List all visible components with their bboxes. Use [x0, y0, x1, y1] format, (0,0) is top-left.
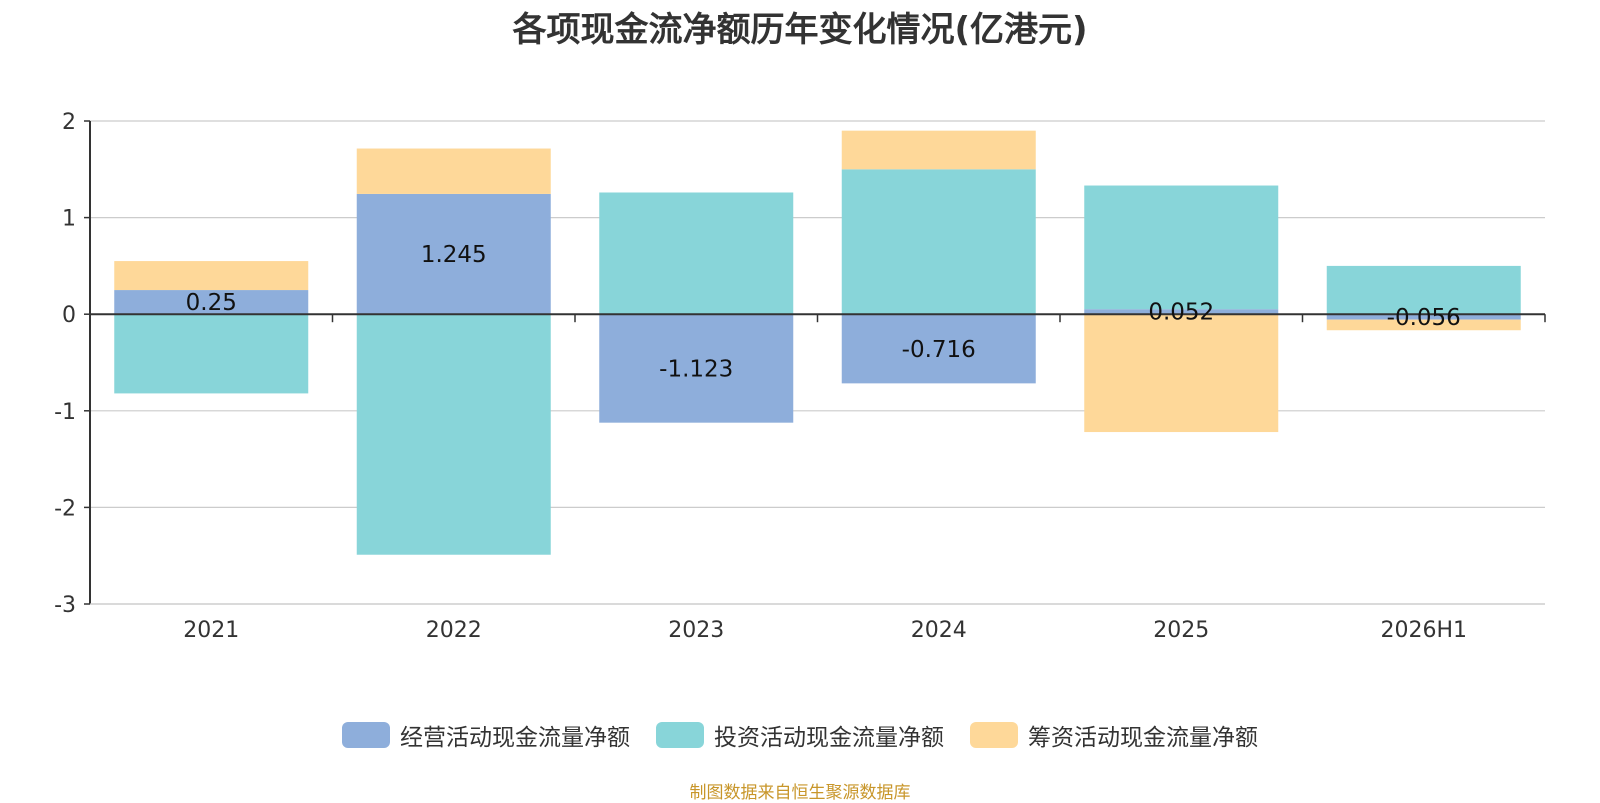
legend-label-operating: 经营活动现金流量净额 [400, 725, 630, 751]
data-label: -0.056 [1387, 305, 1461, 331]
x-tick-label: 2022 [426, 618, 482, 643]
y-tick-label: -2 [54, 496, 76, 521]
bar-2026h1-series-2 [1326, 319, 1521, 331]
y-tick-label: -1 [54, 400, 76, 425]
y-tick-label: -3 [54, 593, 76, 618]
data-label: 1.245 [421, 242, 487, 268]
legend-label-investing: 投资活动现金流量净额 [714, 725, 944, 751]
legend-item-financing[interactable]: 筹资活动现金流量净额 [970, 718, 1258, 752]
y-tick-label: 1 [62, 207, 76, 232]
x-tick-label: 2026H1 [1380, 618, 1467, 643]
legend-swatch-operating [342, 722, 390, 748]
chart-legend: 经营活动现金流量净额 投资活动现金流量净额 筹资活动现金流量净额 [0, 718, 1600, 752]
bar-2023-series-0 [599, 314, 794, 423]
legend-item-investing[interactable]: 投资活动现金流量净额 [656, 718, 944, 752]
legend-swatch-financing [970, 722, 1018, 748]
y-tick-label: 0 [62, 303, 76, 328]
x-tick-label: 2025 [1153, 618, 1209, 643]
bar-2024-series-1 [841, 169, 1036, 315]
bar-2021-series-2 [114, 261, 309, 291]
legend-item-operating[interactable]: 经营活动现金流量净额 [342, 718, 630, 752]
bar-2024-series-0 [841, 314, 1036, 384]
data-label: 0.25 [186, 290, 237, 316]
data-label: -0.716 [902, 337, 976, 363]
bar-2022-series-2 [356, 148, 551, 194]
x-tick-label: 2024 [911, 618, 967, 643]
x-tick-label: 2023 [668, 618, 724, 643]
bar-2023-series-1 [599, 192, 794, 315]
x-tick-label: 2021 [183, 618, 239, 643]
bar-2025-series-2 [1084, 314, 1279, 433]
legend-swatch-investing [656, 722, 704, 748]
bar-2025-series-0 [1084, 309, 1279, 315]
data-label: 0.052 [1148, 300, 1214, 326]
bar-2022-series-0 [356, 193, 551, 315]
bar-2021-series-1 [114, 314, 309, 394]
y-tick-label: 2 [62, 110, 76, 135]
bar-2024-series-2 [841, 130, 1036, 170]
data-label: -1.123 [659, 356, 733, 382]
bar-2026h1-series-1 [1326, 265, 1521, 315]
legend-label-financing: 筹资活动现金流量净额 [1028, 725, 1258, 751]
chart-title: 各项现金流净额历年变化情况(亿港元) [512, 10, 1088, 50]
source-note: 制图数据来自恒生聚源数据库 [689, 783, 911, 803]
bar-2021-series-0 [114, 290, 309, 315]
bar-2025-series-1 [1084, 185, 1279, 310]
bar-2026h1-series-0 [1326, 314, 1521, 320]
bar-2022-series-1 [356, 314, 551, 555]
chart-plot: 2 1 0 -1 -2 -3 2021 2022 2023 2024 2025 2026H1 0.25 1… [54, 110, 1546, 643]
